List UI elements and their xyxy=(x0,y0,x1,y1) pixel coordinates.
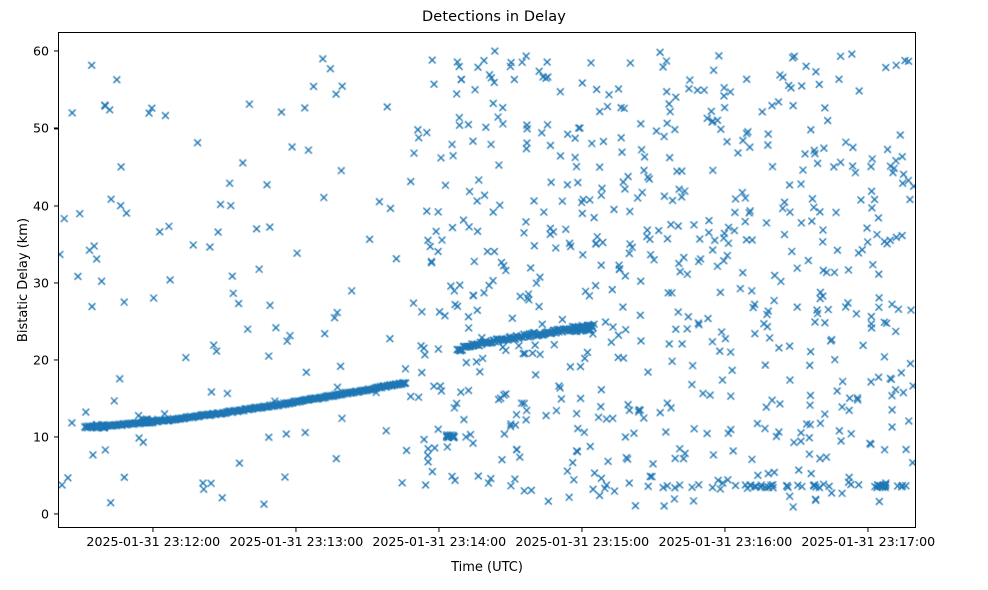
x-axis-label: Time (UTC) xyxy=(451,560,523,575)
y-tick-mark xyxy=(54,127,58,129)
y-tick-label: 10 xyxy=(32,429,49,445)
x-tick-label: 2025-01-31 23:15:00 xyxy=(515,534,650,549)
x-tick-label: 2025-01-31 23:17:00 xyxy=(801,534,936,549)
x-tick-mark xyxy=(295,528,297,532)
x-tick-mark xyxy=(581,528,583,532)
y-tick-mark xyxy=(54,50,58,52)
y-tick-label: 0 xyxy=(40,506,49,522)
x-tick-label: 2025-01-31 23:12:00 xyxy=(86,534,221,549)
x-tick-label: 2025-01-31 23:16:00 xyxy=(658,534,793,549)
y-tick-label: 40 xyxy=(32,198,49,214)
x-tick-mark xyxy=(724,528,726,532)
chart-title: Detections in Delay xyxy=(422,9,566,25)
x-tick-mark xyxy=(152,528,154,532)
scatter-points xyxy=(59,33,915,527)
x-tick-label: 2025-01-31 23:14:00 xyxy=(372,534,507,549)
y-tick-mark xyxy=(54,282,58,284)
y-tick-label: 50 xyxy=(32,120,49,136)
y-tick-mark xyxy=(54,436,58,438)
y-tick-mark xyxy=(54,513,58,515)
x-tick-mark xyxy=(867,528,869,532)
y-tick-label: 30 xyxy=(32,275,49,291)
x-tick-label: 2025-01-31 23:13:00 xyxy=(229,534,364,549)
y-tick-mark xyxy=(54,359,58,361)
y-tick-mark xyxy=(54,205,58,207)
y-tick-label: 60 xyxy=(32,43,49,59)
x-tick-mark xyxy=(438,528,440,532)
plot-area xyxy=(58,32,916,528)
y-tick-label: 20 xyxy=(32,352,49,368)
